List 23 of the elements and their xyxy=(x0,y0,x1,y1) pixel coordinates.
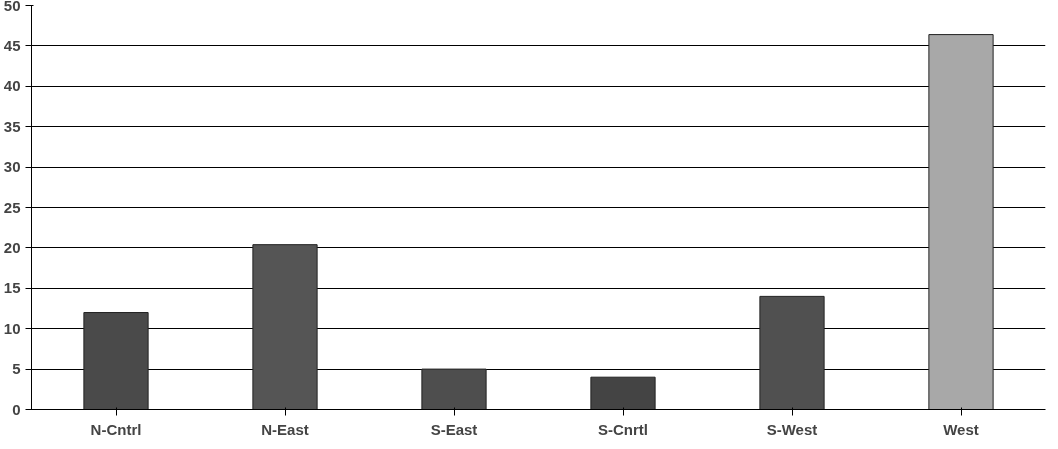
bar xyxy=(928,34,994,410)
y-tick-label: 40 xyxy=(3,77,21,95)
y-tick-label: 10 xyxy=(3,319,21,337)
y-tick-label: 35 xyxy=(3,117,21,135)
y-tick-label: 20 xyxy=(3,238,21,256)
x-tick-label: S-Cnrtl xyxy=(598,420,648,438)
y-tick-label: 50 xyxy=(3,0,21,14)
bar xyxy=(759,295,825,410)
y-tick-label: 30 xyxy=(3,158,21,176)
bar xyxy=(421,368,487,410)
y-tick-label: 25 xyxy=(3,198,21,216)
y-tick-label: 5 xyxy=(12,360,21,378)
x-tick-label: S-West xyxy=(766,420,818,438)
y-tick-label: 15 xyxy=(3,279,21,297)
x-tick-label: N-Cntrl xyxy=(90,420,142,438)
y-tick-label: 0 xyxy=(12,400,21,418)
x-tick-label: N-East xyxy=(261,420,309,438)
x-tick-label: S-East xyxy=(430,420,478,438)
bar xyxy=(83,312,149,410)
bar xyxy=(252,244,318,410)
x-tick-label: West xyxy=(943,420,979,438)
y-tick-label: 45 xyxy=(3,36,21,54)
bar xyxy=(590,376,656,410)
